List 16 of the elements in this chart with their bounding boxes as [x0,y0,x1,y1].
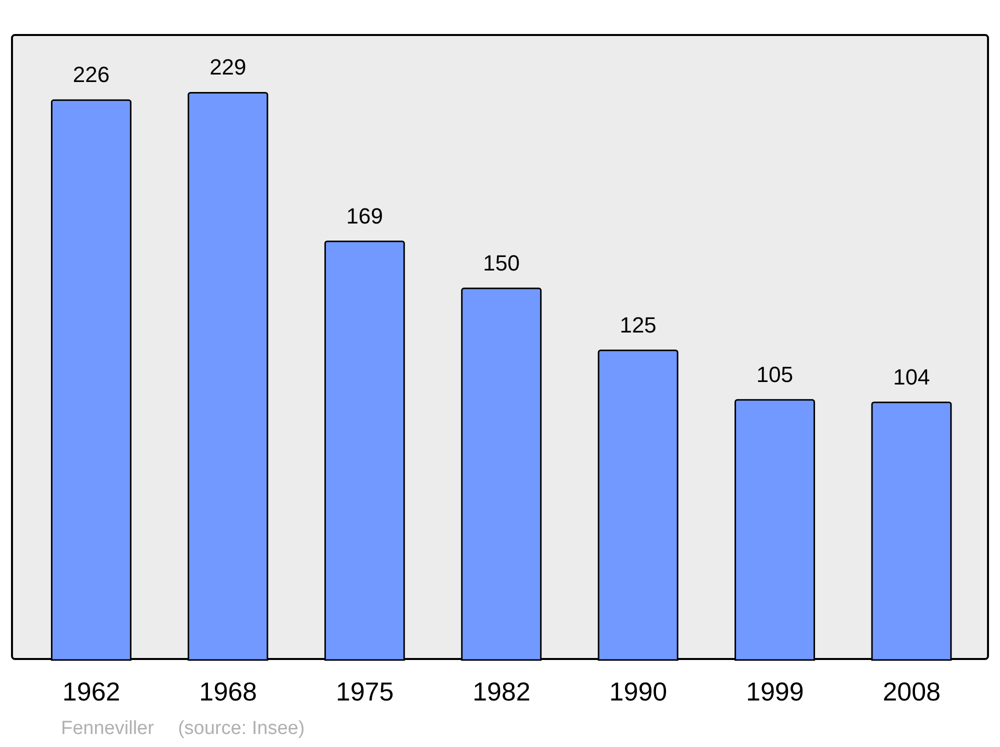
data-label: 169 [346,203,383,228]
x-tick-label: 2008 [882,676,941,706]
data-label: 150 [482,250,520,276]
data-label: 229 [210,54,246,80]
x-tick-label: 1962 [62,676,120,706]
x-tick-label: 1982 [472,676,530,706]
x-tick-label: 1975 [336,676,394,706]
text: Fenneviller [61,718,154,740]
data-label: 104 [893,364,930,390]
data-label: 226 [72,62,110,88]
text: (source: Insee) [178,718,305,740]
data-label: 125 [620,312,656,338]
data-label: 105 [756,362,794,387]
x-tick-label: 1968 [199,676,257,706]
x-tick-label: 1999 [746,676,804,706]
x-tick-label: 1990 [609,676,668,706]
